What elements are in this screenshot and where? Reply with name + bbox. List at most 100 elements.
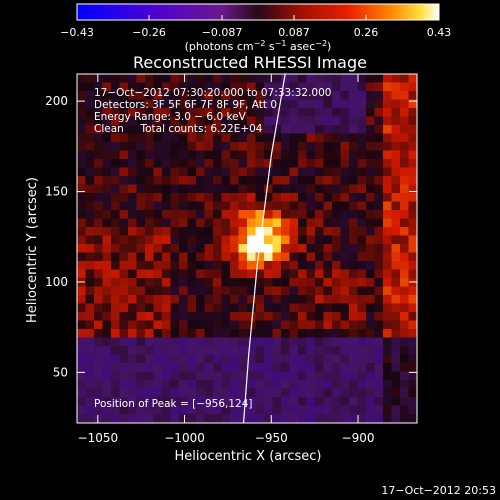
heatmap-cell xyxy=(391,159,401,169)
heatmap-cell xyxy=(204,380,214,390)
heatmap-cell xyxy=(408,74,417,84)
heatmap-cell xyxy=(391,108,401,118)
heatmap-cell xyxy=(196,235,206,245)
colorbar-tick-label: −0.26 xyxy=(132,26,166,39)
heatmap-cell xyxy=(102,354,112,364)
heatmap-cell xyxy=(332,227,342,237)
heatmap-cell xyxy=(340,99,350,109)
heatmap-cell xyxy=(281,303,291,313)
heatmap-cell xyxy=(162,201,172,211)
heatmap-cell xyxy=(340,244,350,254)
heatmap-cell xyxy=(357,218,367,228)
heatmap-cell xyxy=(391,414,401,423)
heatmap-cell xyxy=(85,74,95,84)
heatmap-cell xyxy=(85,278,95,288)
heatmap-cell xyxy=(179,133,189,143)
heatmap-cell xyxy=(306,227,316,237)
heatmap-cell xyxy=(247,346,257,356)
heatmap-cell xyxy=(315,337,325,347)
heatmap-cell xyxy=(128,388,138,398)
heatmap-cell xyxy=(349,388,359,398)
heatmap-cell xyxy=(230,278,240,288)
heatmap-cell xyxy=(383,133,393,143)
heatmap-cell xyxy=(179,261,189,271)
colorbar xyxy=(76,3,440,21)
heatmap-cell xyxy=(170,320,180,330)
heatmap-cell xyxy=(145,227,155,237)
heatmap-cell xyxy=(153,278,163,288)
heatmap-cell xyxy=(289,346,299,356)
heatmap-cell xyxy=(383,235,393,245)
heatmap-cell xyxy=(306,269,316,279)
heatmap-cell xyxy=(196,176,206,186)
heatmap-cell xyxy=(77,150,87,160)
heatmap-cell xyxy=(221,176,231,186)
heatmap-cell xyxy=(383,82,393,92)
heatmap-cell xyxy=(238,184,248,194)
heatmap-cell xyxy=(306,150,316,160)
heatmap-cell xyxy=(255,133,265,143)
heatmap-cell xyxy=(366,371,376,381)
heatmap-cell xyxy=(306,388,316,398)
heatmap-image xyxy=(77,74,417,423)
heatmap-cell xyxy=(332,142,342,152)
heatmap-cell xyxy=(298,99,308,109)
heatmap-cell xyxy=(340,354,350,364)
heatmap-cell xyxy=(298,303,308,313)
heatmap-cell xyxy=(119,227,129,237)
heatmap-cell xyxy=(119,235,129,245)
heatmap-cell xyxy=(366,142,376,152)
heatmap-cell xyxy=(179,227,189,237)
heatmap-cell xyxy=(162,312,172,322)
heatmap-cell xyxy=(315,167,325,177)
heatmap-cell xyxy=(238,388,248,398)
heatmap-cell xyxy=(272,184,282,194)
heatmap-cell xyxy=(298,286,308,296)
heatmap-cell xyxy=(238,150,248,160)
heatmap-cell xyxy=(366,125,376,135)
heatmap-cell xyxy=(102,337,112,347)
heatmap-cell xyxy=(264,133,274,143)
heatmap-cell xyxy=(281,235,291,245)
heatmap-cell xyxy=(187,252,197,262)
heatmap-cell xyxy=(111,235,121,245)
heatmap-cell xyxy=(128,184,138,194)
heatmap-cell xyxy=(187,346,197,356)
heatmap-cell xyxy=(128,329,138,339)
heatmap-cell xyxy=(289,82,299,92)
heatmap-cell xyxy=(119,354,129,364)
heatmap-cell xyxy=(323,201,333,211)
heatmap-cell xyxy=(340,210,350,220)
heatmap-cell xyxy=(315,405,325,415)
heatmap-cell xyxy=(102,380,112,390)
heatmap-cell xyxy=(221,116,231,126)
heatmap-cell xyxy=(391,371,401,381)
heatmap-cell xyxy=(136,201,146,211)
heatmap-cell xyxy=(332,82,342,92)
heatmap-cell xyxy=(349,91,359,101)
heatmap-cell xyxy=(136,159,146,169)
heatmap-cell xyxy=(306,422,316,423)
heatmap-cell xyxy=(213,91,223,101)
heatmap-cell xyxy=(255,371,265,381)
heatmap-cell xyxy=(264,269,274,279)
heatmap-cell xyxy=(366,261,376,271)
heatmap-cell xyxy=(255,252,265,262)
heatmap-cell xyxy=(289,278,299,288)
heatmap-cell xyxy=(408,269,417,279)
heatmap-cell xyxy=(247,91,257,101)
heatmap-cell xyxy=(315,295,325,305)
heatmap-cell xyxy=(162,108,172,118)
heatmap-cell xyxy=(349,286,359,296)
heatmap-cell xyxy=(179,116,189,126)
heatmap-cell xyxy=(340,346,350,356)
heatmap-cell xyxy=(77,380,87,390)
heatmap-cell xyxy=(391,227,401,237)
heatmap-cell xyxy=(315,184,325,194)
heatmap-cell xyxy=(272,363,282,373)
heatmap-cell xyxy=(238,244,248,254)
heatmap-cell xyxy=(221,312,231,322)
heatmap-cell xyxy=(145,295,155,305)
heatmap-cell xyxy=(255,99,265,109)
heatmap-cell xyxy=(408,108,417,118)
